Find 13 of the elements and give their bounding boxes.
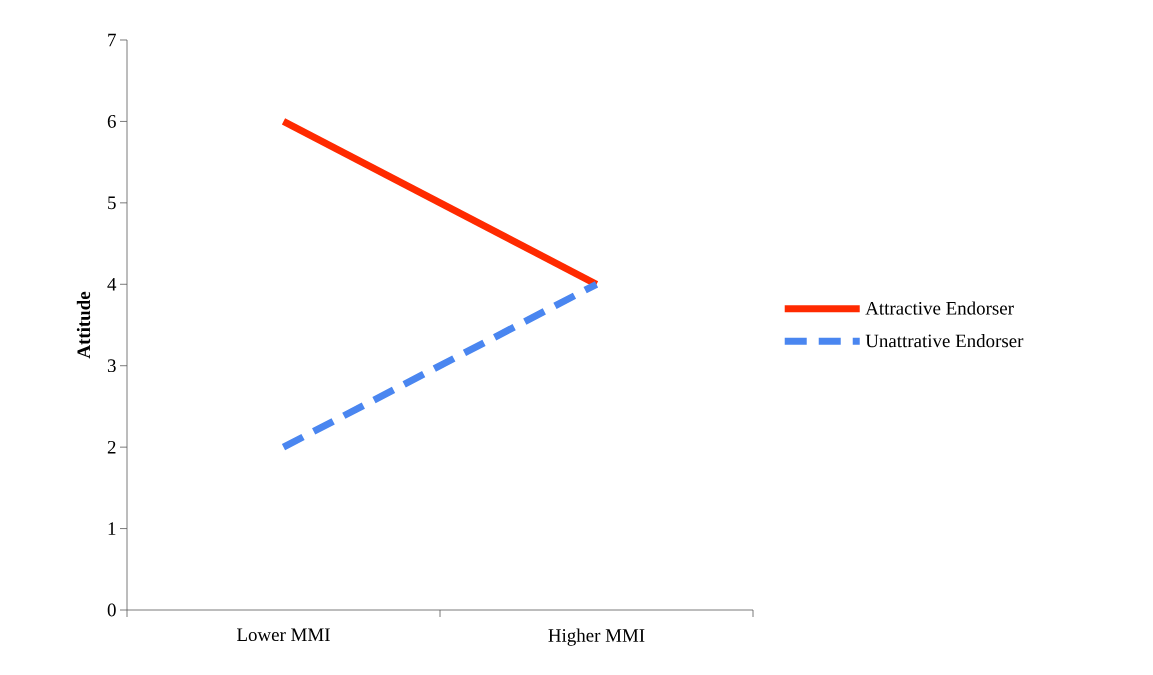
legend-label: Attractive Endorser [865,301,1014,315]
y-tick-label: 1 [108,522,116,535]
y-tick-label: 2 [107,440,116,454]
x-tick-label: Higher MMI [548,628,645,646]
x-tick-label: Lower MMI [237,628,330,642]
y-tick-label: 6 [107,115,116,128]
y-tick-label: 3 [107,359,116,373]
legend-label: Unattrative Endorser [865,334,1024,348]
y-tick-label: 5 [108,196,116,210]
y-axis-title: Attitude [76,291,91,359]
y-tick-label: 0 [107,603,116,617]
y-tick-label: 7 [108,33,116,47]
y-tick-label: 4 [107,278,117,291]
